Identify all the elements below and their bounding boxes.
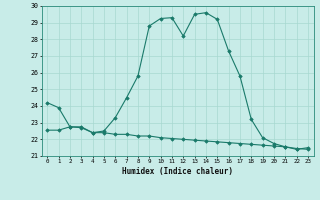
X-axis label: Humidex (Indice chaleur): Humidex (Indice chaleur) (122, 167, 233, 176)
